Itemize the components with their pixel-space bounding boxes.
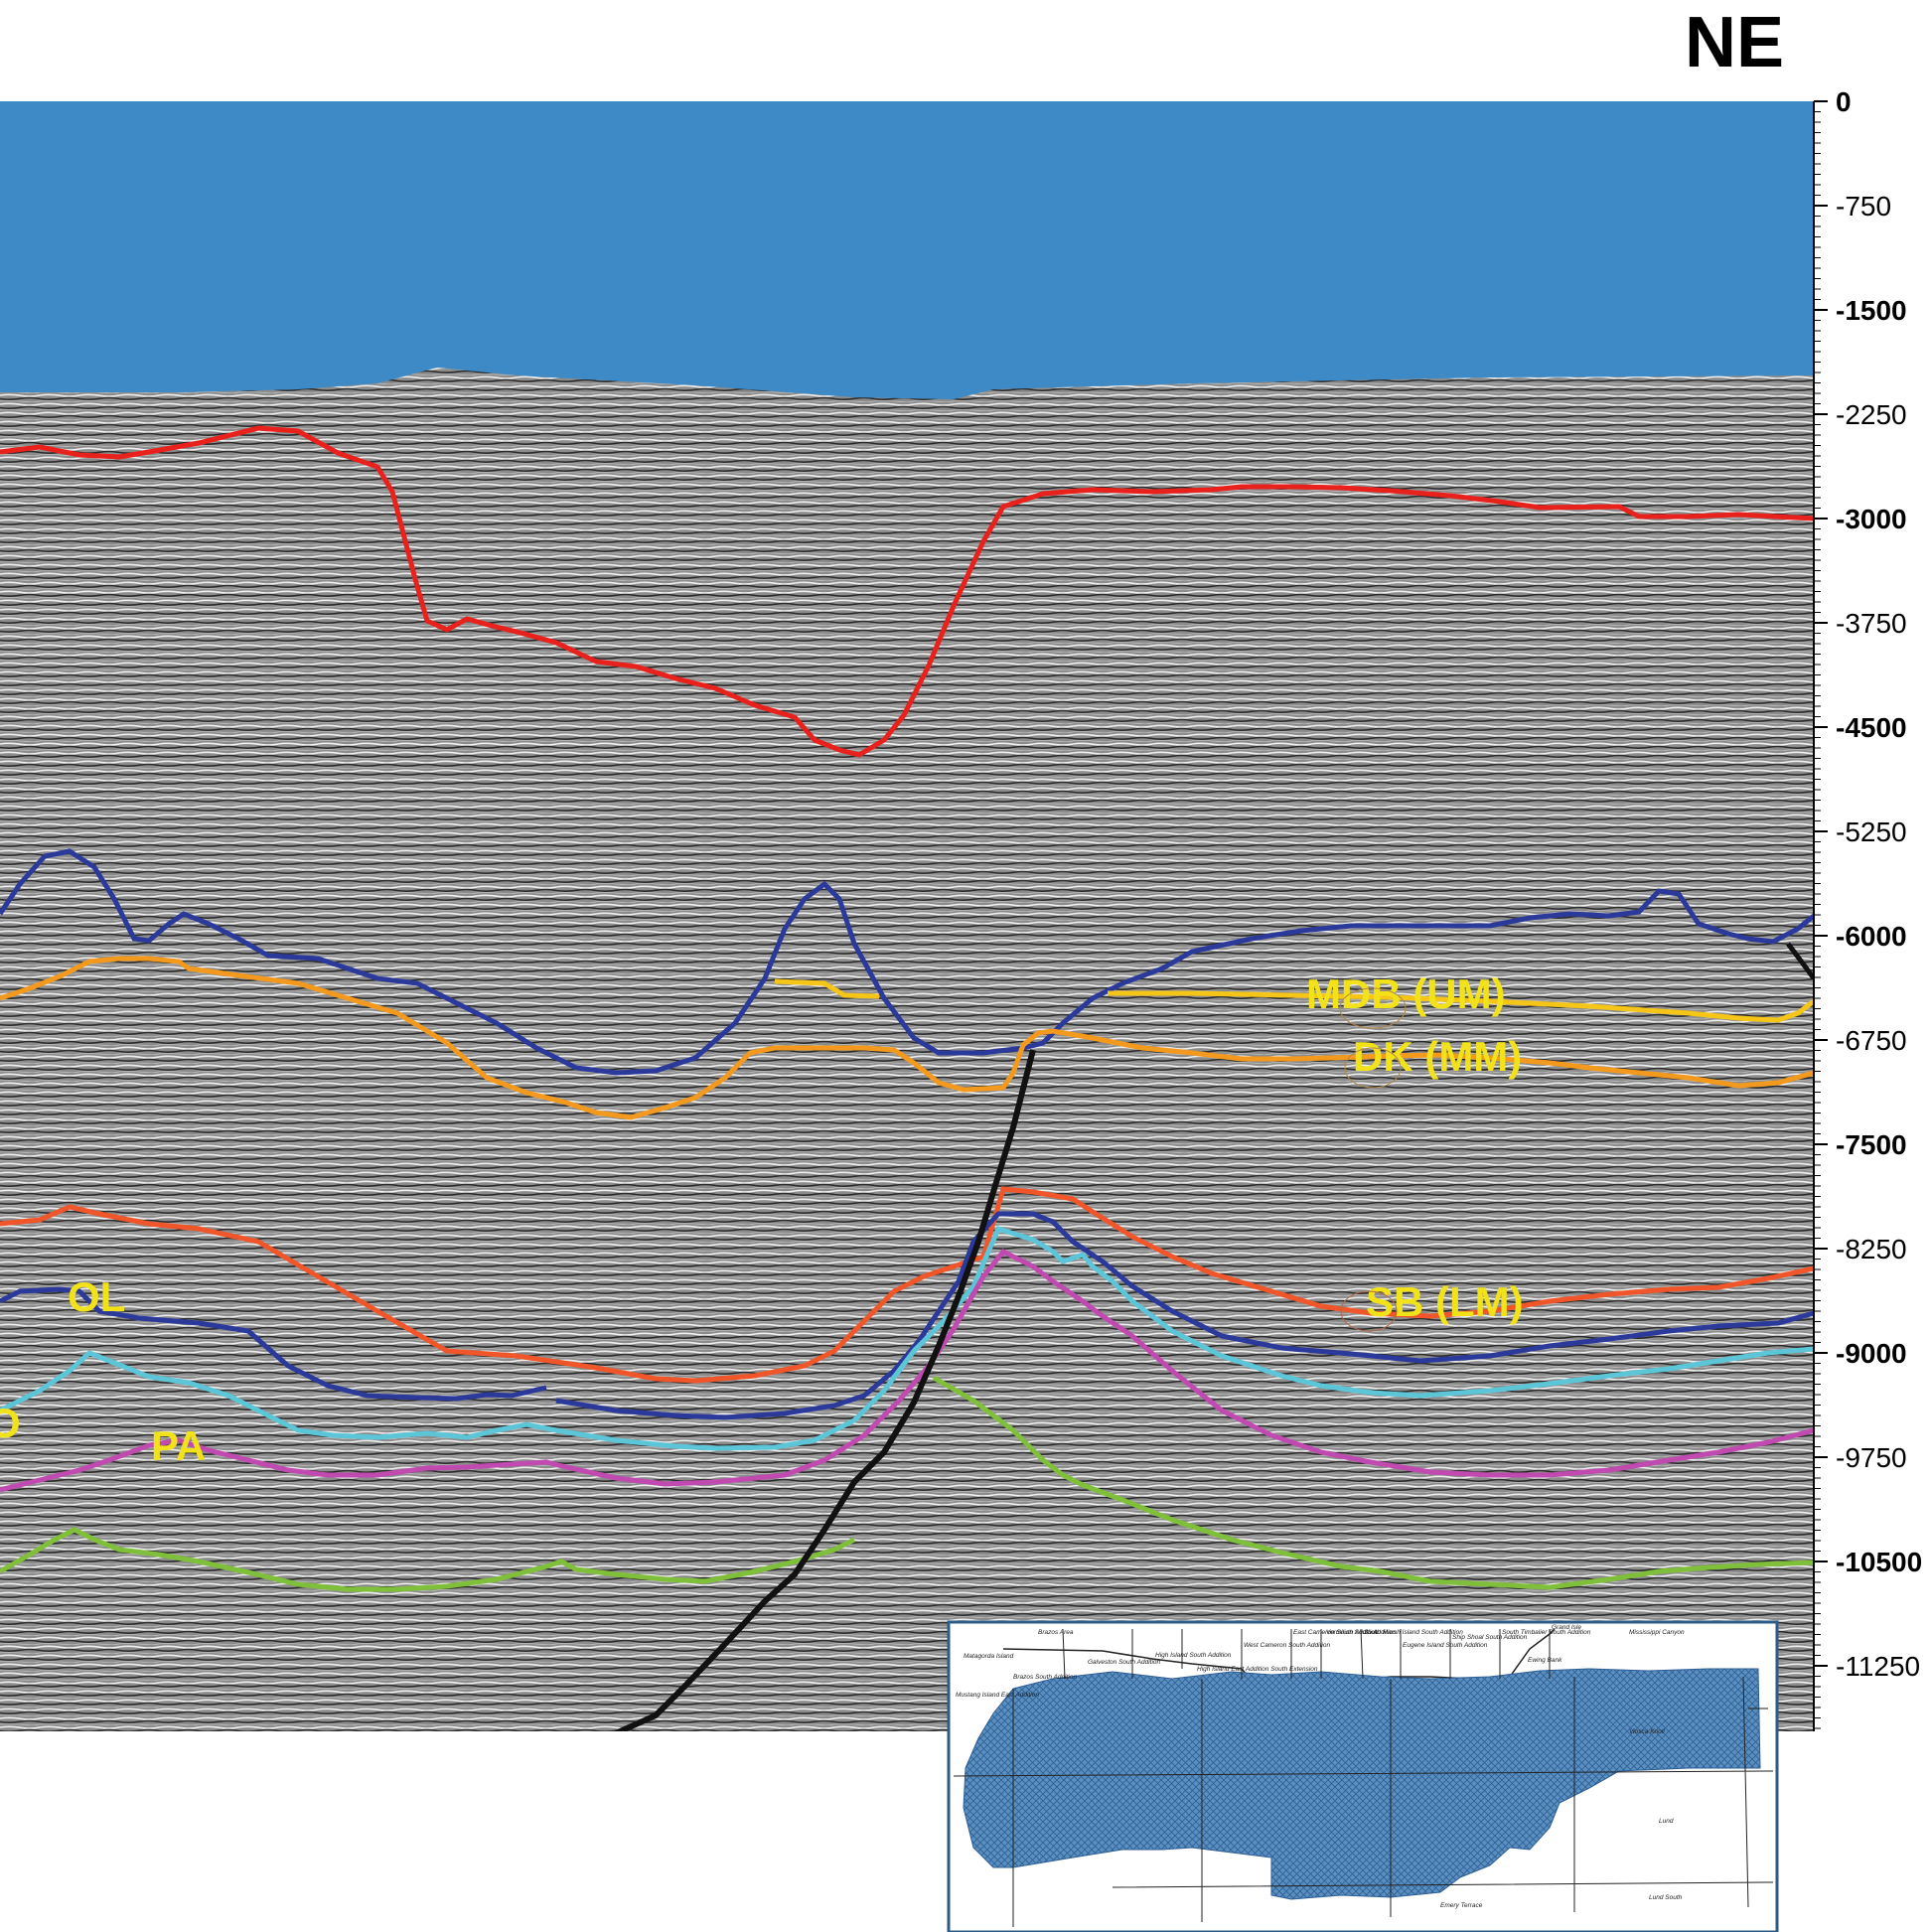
inset-map-block-grid (953, 1628, 1774, 1927)
map-label-eugene-island-south-addition: Eugene Island South Addition (1403, 1642, 1488, 1649)
map-label-lund: Lund (1659, 1818, 1674, 1825)
depth-tick-label: -11250 (1836, 1651, 1920, 1682)
depth-tick-label: -5250 (1836, 817, 1907, 847)
depth-tick-label: -7500 (1836, 1129, 1907, 1160)
map-label-ewing-bank: Ewing Bank (1528, 1657, 1562, 1664)
direction-label: NE (1685, 3, 1784, 82)
depth-tick-label: -8250 (1836, 1234, 1907, 1264)
horizon-yellow-left (774, 978, 880, 999)
map-label-matagorda-island: Matagorda Island (964, 1653, 1014, 1660)
map-label-high-island-south-addition: High Island South Addition (1155, 1652, 1232, 1659)
inset-map-area-labels: Brazos Area Matagorda Island Brazos Sout… (956, 1624, 1685, 1909)
horizon-orange-red (0, 1186, 1814, 1384)
horizon-red (0, 425, 1814, 758)
horizon-label-pa: PA (151, 1422, 206, 1469)
horizon-green (0, 1375, 1814, 1592)
depth-axis-tick-labels: 0 -750 -1500 -2250 -3000 -3750 -4500 -5250 -6000… (1836, 86, 1922, 1682)
map-label-ship-shoal-south-addition: Ship Shoal South Addition (1452, 1634, 1528, 1641)
map-label-viosca-knoll: Viosca Knoll (1629, 1728, 1665, 1735)
map-label-south-timbalier-south-addition: South Timbalier South Addition (1502, 1629, 1591, 1636)
map-label-galveston-south-addition: Galveston South Addition (1088, 1659, 1160, 1666)
map-label-mustang-island-east-addition: Mustang Island East Addition (956, 1692, 1039, 1699)
horizon-yellow-mdb (1108, 990, 1814, 1023)
map-label-east-cameron-south-addition: East Cameron South Addition (1293, 1629, 1379, 1636)
map-label-south-marsh-island-south-addition: South Marsh Island South Addition (1364, 1629, 1463, 1636)
map-label-vermilion-south-addition: Vermilion South Addition (1326, 1629, 1397, 1636)
horizon-cyan (0, 1225, 1814, 1451)
depth-tick-label: -4500 (1836, 712, 1907, 743)
depth-tick-label: -6000 (1836, 921, 1907, 952)
inset-map-survey-coverage (963, 1668, 1761, 1900)
depth-axis-minor-ticks (1814, 100, 1821, 1729)
depth-tick-label: -1500 (1836, 295, 1907, 326)
horizon-label-o: O (0, 1400, 21, 1446)
map-label-brazos-south-addition: Brazos South Addition (1013, 1674, 1077, 1681)
map-label-emery-terrace: Emery Terrace (1440, 1902, 1483, 1909)
map-label-brazos-area: Brazos Area (1038, 1629, 1074, 1636)
horizon-blue-lower (0, 1211, 1814, 1420)
map-label-high-island-east-addition: High Island East Addition South Extensio… (1197, 1666, 1318, 1673)
horizon-blue-upper (0, 848, 1814, 1076)
depth-tick-label: -2250 (1836, 399, 1907, 430)
depth-tick-label: -9000 (1836, 1338, 1907, 1369)
depth-tick-label: -9750 (1836, 1442, 1907, 1473)
map-label-grand-isle: Grand Isle (1552, 1624, 1581, 1631)
horizon-label-dk: DK (MM) (1353, 1033, 1522, 1080)
mdb-well-marker (1339, 987, 1407, 1029)
depth-tick-label: -10500 (1836, 1547, 1922, 1577)
depth-axis-major-ticks (1814, 100, 1828, 1667)
depth-tick-label: 0 (1836, 86, 1852, 117)
map-label-mississippi-canyon: Mississippi Canyon (1629, 1629, 1685, 1636)
depth-tick-label: -3750 (1836, 608, 1907, 639)
map-label-west-cameron-south-addition: West Cameron South Addition (1244, 1642, 1330, 1649)
horizon-label-ol: OL (68, 1273, 125, 1320)
depth-tick-label: -3000 (1836, 504, 1907, 534)
fault-line-main (614, 1049, 1036, 1731)
fault-line-east (1786, 942, 1814, 980)
horizon-magenta (0, 1248, 1814, 1493)
inset-location-map: Brazos Area Matagorda Island Brazos Sout… (947, 1620, 1779, 1932)
seismic-section (0, 101, 1814, 1731)
sb-well-marker (1340, 1290, 1398, 1332)
water-column (0, 101, 1814, 399)
map-label-lund-south: Lund South (1649, 1894, 1683, 1901)
horizon-label-sb: SB (LM) (1366, 1278, 1524, 1325)
dk-well-marker (1344, 1047, 1402, 1089)
depth-axis: 0 -750 -1500 -2250 -3000 -3750 -4500 -5250 -6000… (1813, 86, 1922, 1731)
horizon-orange (0, 956, 1814, 1120)
depth-tick-label: -750 (1836, 191, 1891, 222)
depth-tick-label: -6750 (1836, 1025, 1907, 1056)
